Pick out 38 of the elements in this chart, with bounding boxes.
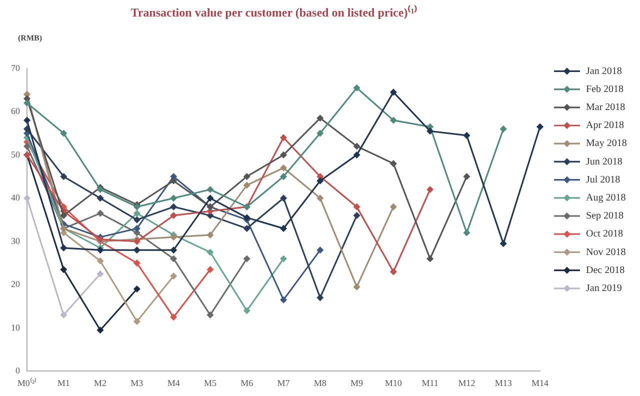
- legend-label: Oct 2018: [586, 228, 623, 240]
- legend-label: Dec 2018: [586, 264, 625, 276]
- y-tick-label: 20: [11, 279, 20, 290]
- legend-label: Jan 2019: [586, 283, 622, 294]
- x-tick-label: M0⁽²⁾: [17, 376, 37, 388]
- legend-label: Mar 2018: [586, 102, 626, 114]
- x-tick-label: M1: [57, 378, 70, 388]
- x-tick-label: M3: [130, 378, 144, 388]
- y-tick-label: 40: [11, 192, 20, 203]
- x-tick-label: M5: [204, 378, 217, 388]
- legend-label: Jan 2018: [586, 66, 622, 77]
- x-tick-label: M8: [314, 378, 327, 388]
- x-tick-label: M4: [167, 378, 180, 388]
- legend-label: May 2018: [586, 138, 627, 150]
- y-tick-label: 50: [11, 149, 20, 160]
- legend-label: Jun 2018: [586, 156, 622, 168]
- legend-label: Sep 2018: [586, 210, 624, 222]
- y-tick-label: 60: [11, 106, 20, 116]
- x-tick-label: M7: [277, 378, 290, 388]
- y-tick-label: 30: [11, 236, 20, 246]
- y-tick-label: 10: [11, 322, 20, 332]
- legend-label: Apr 2018: [586, 120, 624, 132]
- x-tick-label: M11: [422, 378, 438, 388]
- x-tick-label: M2: [94, 378, 107, 388]
- x-tick-label: M6: [240, 378, 254, 388]
- x-tick-label: M14: [531, 378, 549, 388]
- legend-label: Jul 2018: [586, 174, 620, 186]
- y-tick-label: 0: [16, 366, 20, 376]
- x-tick-label: M10: [384, 378, 402, 388]
- y-tick-label: 70: [11, 62, 20, 73]
- x-tick-label: M13: [494, 378, 512, 388]
- chart-title: Transaction value per customer (based on listed price)⁽¹⁾: [130, 4, 418, 20]
- legend-label: Aug 2018: [586, 192, 626, 204]
- legend-label: Nov 2018: [586, 246, 626, 258]
- legend-label: Feb 2018: [586, 84, 624, 95]
- x-tick-label: M12: [458, 378, 476, 388]
- y-axis-title: (RMB): [18, 33, 42, 42]
- x-tick-label: M9: [350, 378, 364, 388]
